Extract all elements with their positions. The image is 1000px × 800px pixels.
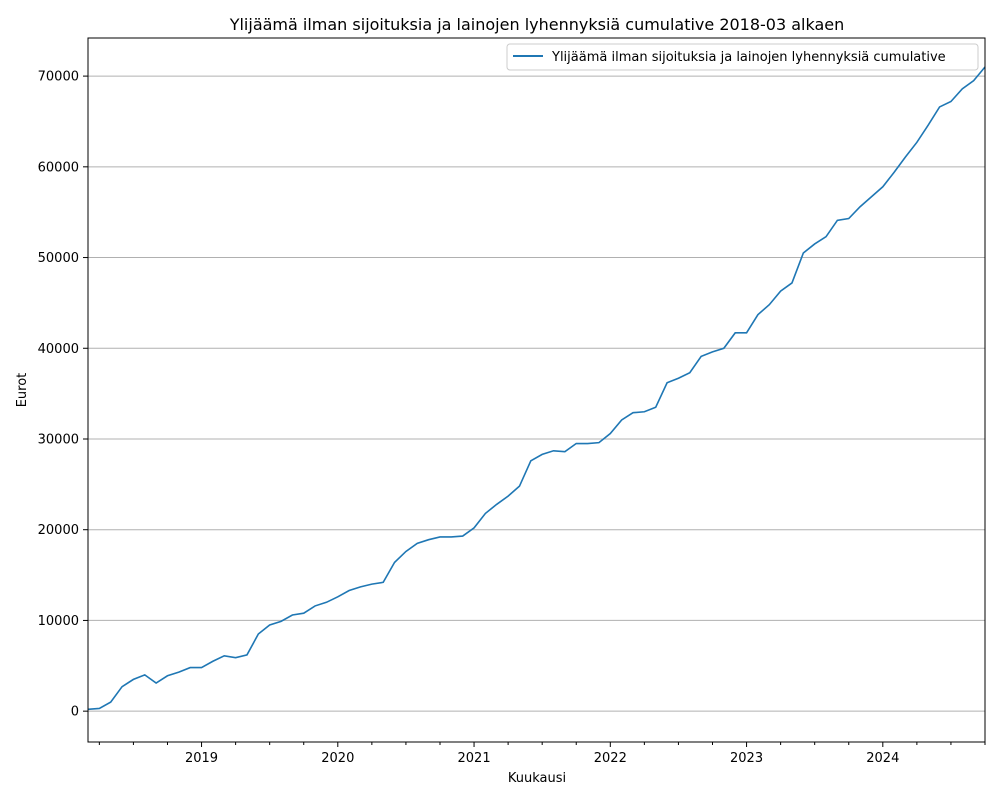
y-axis-label: Eurot (15, 373, 30, 408)
x-axis-label: Kuukausi (508, 771, 566, 786)
y-tick-label: 10000 (38, 614, 79, 629)
x-tick-label: 2023 (730, 751, 763, 766)
x-tick-label: 2022 (594, 751, 627, 766)
plot-background (88, 38, 985, 742)
legend-box (506, 43, 979, 71)
y-gridlines (88, 75, 985, 712)
x-tick-label: 2021 (458, 751, 491, 766)
legend-label: Ylijäämä ilman sijoituksia ja lainojen l… (551, 50, 946, 65)
y-tick-label: 0 (71, 705, 79, 720)
series-line (87, 66, 986, 711)
y-axis: 0 10000 20000 30000 40000 50000 60000 70000 (38, 70, 88, 720)
plot-area (87, 37, 986, 743)
y-tick-label: 50000 (38, 251, 79, 266)
x-tick-label: 2024 (866, 751, 899, 766)
y-tick-label: 60000 (38, 160, 79, 175)
plot-frame (87, 37, 986, 743)
x-axis: 2019 2020 2021 2022 2023 2024 (98, 742, 986, 766)
y-tick-label: 40000 (38, 342, 79, 357)
y-tick-label: 70000 (38, 70, 79, 85)
chart-title: Ylijäämä ilman sijoituksia ja lainojen l… (229, 15, 845, 34)
y-tick-label: 20000 (38, 523, 79, 538)
x-tick-label: 2020 (321, 751, 354, 766)
y-tick-label: 30000 (38, 432, 79, 447)
legend: Ylijäämä ilman sijoituksia ja lainojen l… (506, 43, 979, 71)
x-tick-label: 2019 (185, 751, 218, 766)
